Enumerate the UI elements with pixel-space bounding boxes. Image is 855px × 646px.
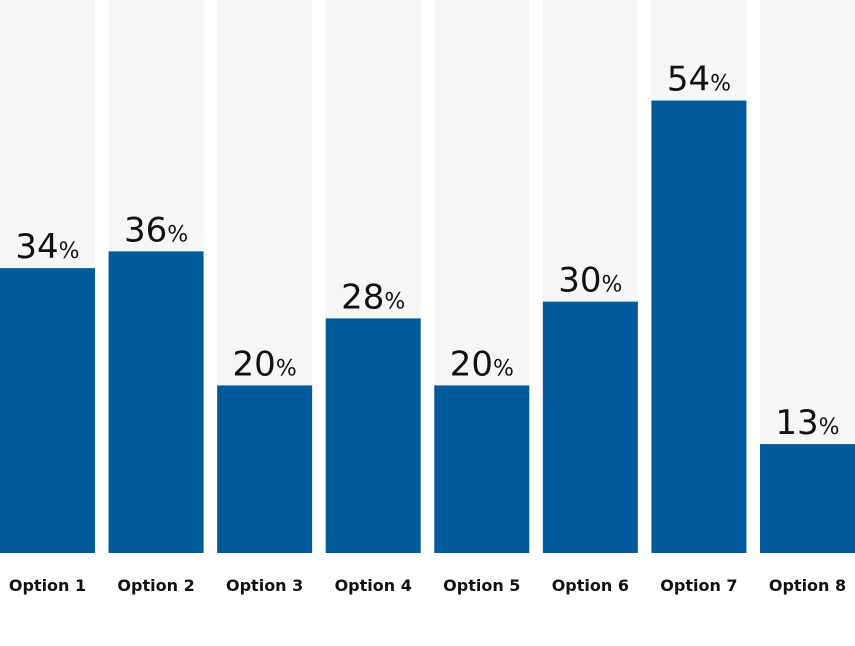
x-tick-label: Option 2: [117, 576, 194, 595]
bar: [542, 301, 638, 553]
x-tick-label: Option 7: [660, 576, 737, 595]
x-tick-label: Option 3: [226, 576, 303, 595]
value-label: 20%: [450, 344, 514, 384]
bar: [434, 385, 530, 553]
bar: [217, 385, 313, 553]
bar: [651, 100, 747, 553]
x-tick-label: Option 8: [769, 576, 846, 595]
x-tick-label: Option 5: [443, 576, 520, 595]
value-label: 28%: [341, 277, 405, 317]
value-label: 13%: [775, 403, 839, 443]
bar: [760, 444, 855, 553]
bar: [108, 251, 204, 553]
bar: [325, 318, 421, 553]
x-tick-label: Option 6: [552, 576, 629, 595]
x-tick-label: Option 1: [9, 576, 86, 595]
bar: [0, 268, 95, 553]
x-tick-label: Option 4: [335, 576, 412, 595]
